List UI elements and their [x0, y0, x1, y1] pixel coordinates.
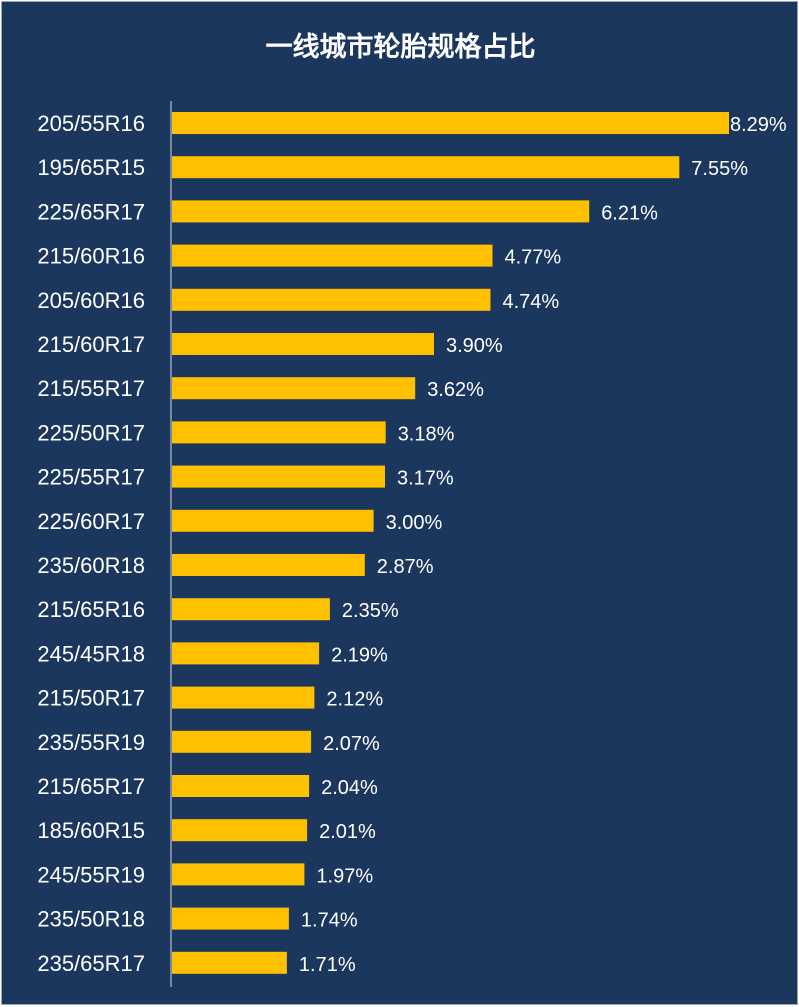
bar	[172, 465, 385, 488]
data-label: 1.97%	[316, 865, 373, 887]
data-label: 2.35%	[342, 600, 399, 622]
category-label: 245/45R18	[37, 641, 145, 666]
bar	[172, 244, 493, 267]
data-label: 2.04%	[321, 777, 378, 799]
bar	[172, 112, 729, 134]
data-label: 2.07%	[323, 733, 380, 755]
data-label: 4.77%	[505, 247, 562, 269]
data-label: 3.90%	[446, 335, 503, 357]
category-label: 215/60R16	[37, 244, 145, 269]
category-label: 215/50R17	[37, 686, 145, 711]
bar	[172, 200, 590, 223]
bar	[172, 288, 491, 311]
data-label: 3.62%	[427, 379, 484, 401]
category-label: 235/55R19	[37, 730, 145, 755]
category-label: 235/65R17	[37, 951, 145, 976]
chart-title: 一线城市轮胎规格占比	[265, 32, 536, 63]
bar	[172, 333, 434, 355]
bar	[172, 377, 416, 400]
category-label: 225/55R17	[37, 465, 145, 490]
bar	[172, 686, 315, 709]
bar	[172, 951, 287, 974]
bar	[172, 775, 310, 797]
category-label: 215/55R17	[37, 376, 145, 401]
category-label: 215/60R17	[37, 332, 145, 357]
data-label: 2.01%	[319, 821, 376, 843]
category-label: 225/60R17	[37, 509, 145, 534]
category-label: 205/55R16	[37, 111, 145, 136]
bar	[172, 156, 680, 179]
data-label: 6.21%	[601, 202, 658, 224]
bar	[172, 819, 308, 842]
data-label: 3.18%	[398, 423, 455, 445]
bar	[172, 509, 374, 532]
data-label: 1.71%	[299, 954, 356, 976]
category-label: 205/60R16	[37, 288, 145, 313]
category-label: 245/55R19	[37, 862, 145, 887]
bar	[172, 598, 330, 621]
bar	[172, 642, 320, 665]
data-label: 1.74%	[301, 910, 358, 932]
data-label: 3.17%	[397, 468, 454, 490]
data-label: 7.55%	[691, 158, 748, 180]
category-label: 235/50R18	[37, 907, 145, 932]
category-label: 185/60R15	[37, 818, 145, 843]
bar	[172, 421, 386, 444]
bar	[172, 863, 305, 886]
data-label: 2.19%	[331, 644, 388, 666]
data-label: 8.29%	[730, 114, 787, 136]
category-label: 215/65R17	[37, 774, 145, 799]
bar	[172, 730, 312, 753]
data-label: 3.00%	[386, 512, 443, 534]
data-label: 4.74%	[503, 291, 560, 313]
bar	[172, 554, 365, 576]
data-label: 2.87%	[377, 556, 434, 578]
category-label: 215/65R16	[37, 597, 145, 622]
category-label: 195/65R15	[37, 155, 145, 180]
category-label: 225/50R17	[37, 420, 145, 445]
category-label: 235/60R18	[37, 553, 145, 578]
category-label: 225/65R17	[37, 199, 145, 224]
bar	[172, 907, 289, 930]
data-label: 2.12%	[326, 689, 383, 711]
